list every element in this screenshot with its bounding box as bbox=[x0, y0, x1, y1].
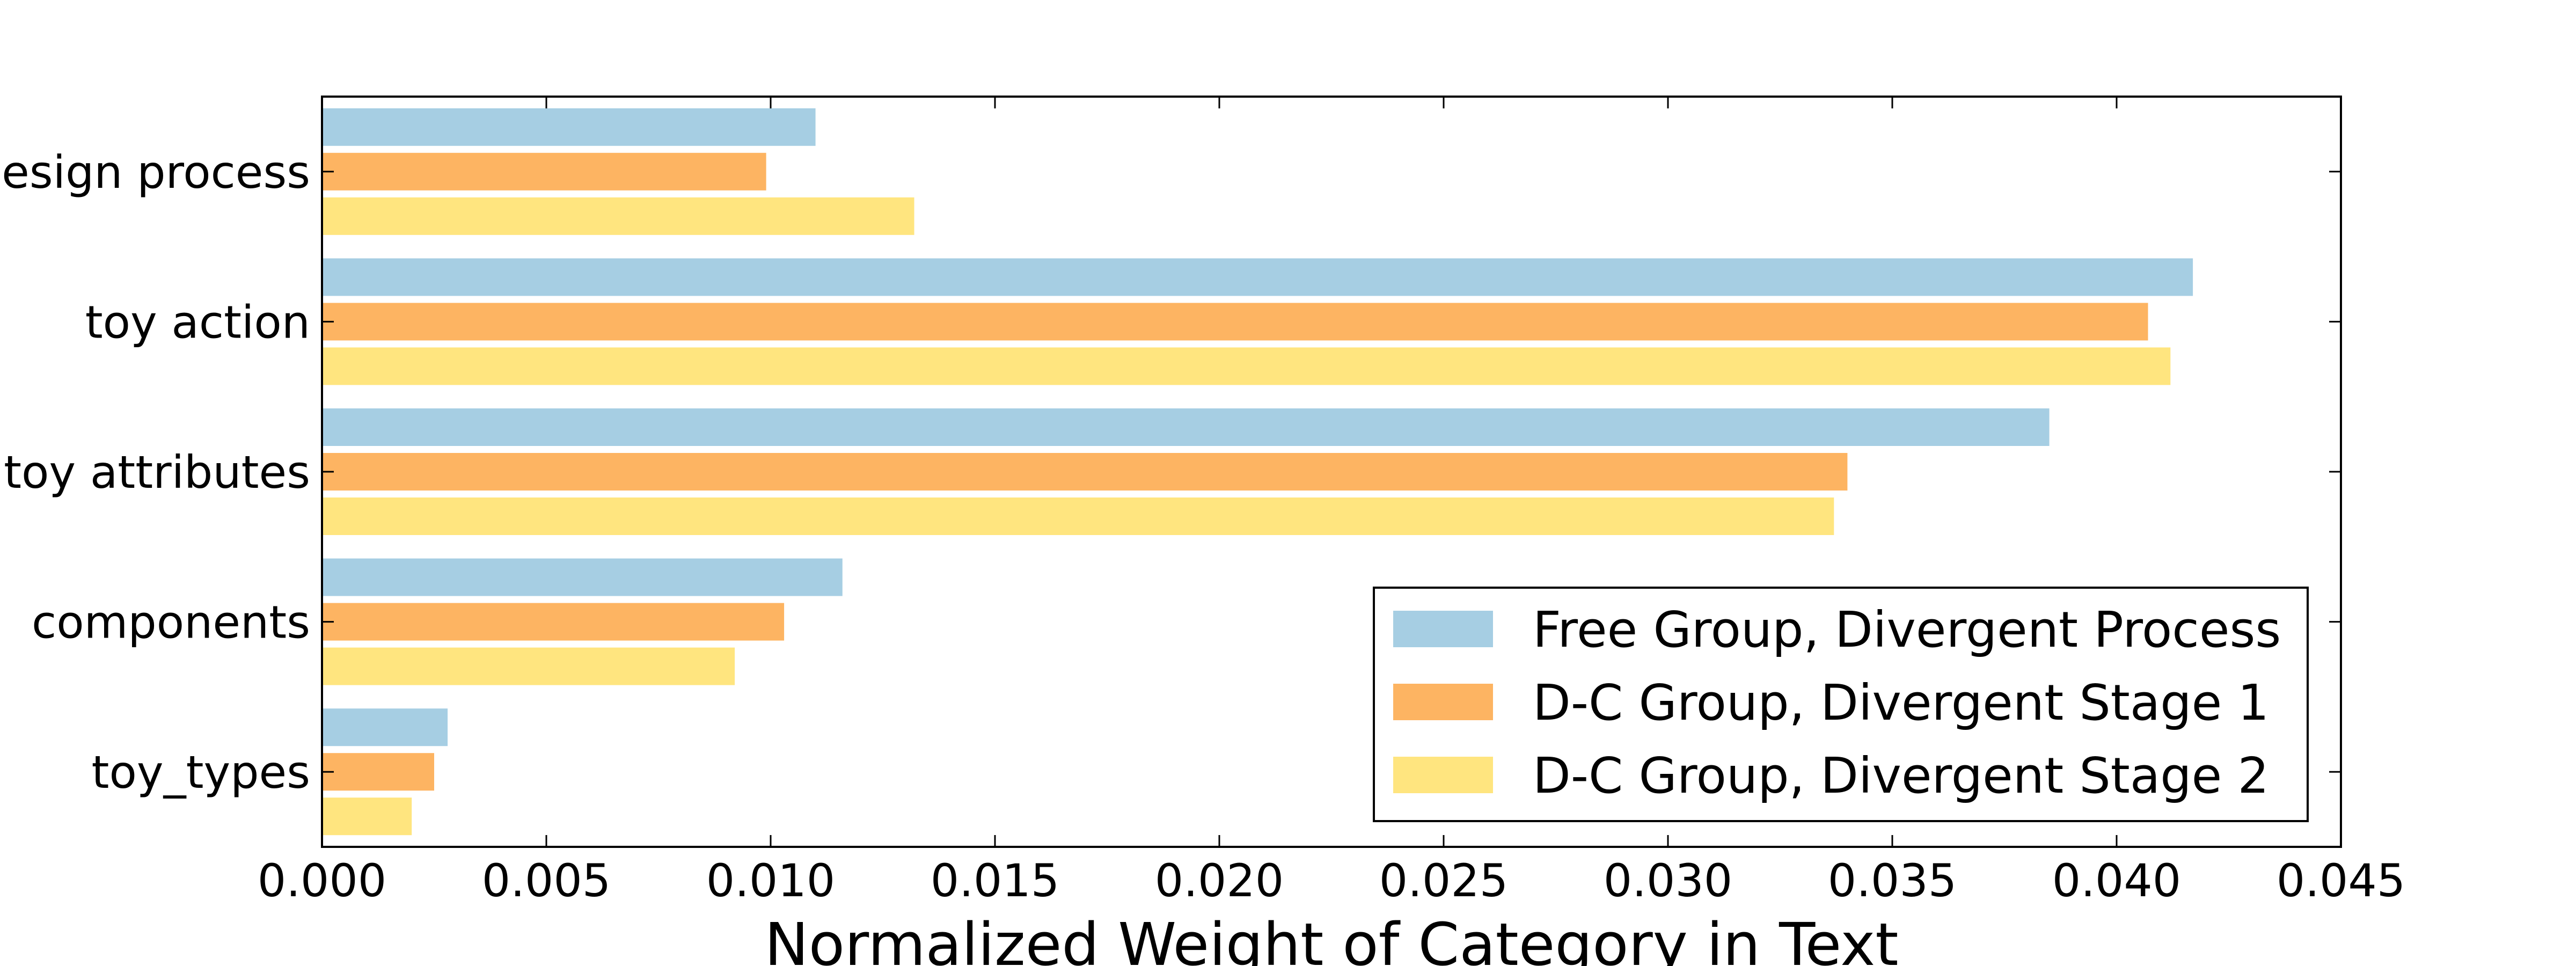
legend-swatch bbox=[1393, 611, 1493, 647]
bar-components-series-3 bbox=[322, 647, 735, 685]
category-label: components bbox=[32, 596, 310, 649]
x-tick-label: 0.005 bbox=[482, 854, 611, 907]
legend-label: D-C Group, Divergent Stage 1 bbox=[1533, 674, 2269, 731]
bars-group bbox=[322, 108, 2193, 836]
category-label: design process bbox=[0, 146, 310, 199]
x-tick-label: 0.015 bbox=[931, 854, 1059, 907]
bar-components-series-1 bbox=[322, 558, 843, 596]
legend-box bbox=[1373, 587, 2309, 822]
x-tick-label: 0.040 bbox=[2052, 854, 2181, 907]
bar-components-series-2 bbox=[322, 603, 785, 641]
bar-toy-attributes-series-2 bbox=[322, 453, 1848, 491]
x-tick-label: 0.025 bbox=[1379, 854, 1508, 907]
bar-toy-attributes-series-1 bbox=[322, 408, 2050, 446]
bar-toy-action-series-3 bbox=[322, 347, 2171, 385]
x-axis-title: Normalized Weight of Category in Text bbox=[764, 910, 1898, 966]
category-label: toy attributes bbox=[4, 446, 310, 499]
bar-toy-types-series-3 bbox=[322, 797, 412, 836]
x-tick-labels: 0.000 0.005 0.010 0.015 0.020 0.025 0.030 0.035… bbox=[258, 854, 2405, 907]
legend-items: Free Group, Divergent Process D-C Group, … bbox=[1393, 601, 2281, 804]
bar-design-process-series-3 bbox=[322, 197, 914, 235]
x-tick-label: 0.035 bbox=[1828, 854, 1957, 907]
x-tick-label: 0.010 bbox=[706, 854, 835, 907]
x-tick-label: 0.000 bbox=[258, 854, 386, 907]
bar-design-process-series-1 bbox=[322, 108, 816, 146]
category-labels: design process toy action toy attributes co… bbox=[0, 146, 310, 799]
bar-toy-attributes-series-3 bbox=[322, 497, 1834, 535]
bar-toy-action-series-1 bbox=[322, 258, 2193, 296]
legend-label: D-C Group, Divergent Stage 2 bbox=[1533, 747, 2269, 804]
legend-swatch bbox=[1393, 757, 1493, 793]
legend-label: Free Group, Divergent Process bbox=[1533, 601, 2281, 658]
category-label: toy_types bbox=[92, 746, 310, 799]
legend-swatch bbox=[1393, 684, 1493, 720]
bar-toy-action-series-2 bbox=[322, 303, 2148, 341]
x-tick-label: 0.020 bbox=[1155, 854, 1284, 907]
x-tick-label: 0.030 bbox=[1604, 854, 1732, 907]
bar-toy-types-series-1 bbox=[322, 708, 448, 747]
x-tick-label: 0.045 bbox=[2277, 854, 2405, 907]
bar-toy-types-series-2 bbox=[322, 753, 434, 791]
category-label: toy action bbox=[85, 296, 310, 348]
bar-design-process-series-2 bbox=[322, 152, 766, 191]
legend: Free Group, Divergent Process D-C Group, … bbox=[1373, 587, 2309, 822]
plot-frame bbox=[321, 96, 2342, 848]
